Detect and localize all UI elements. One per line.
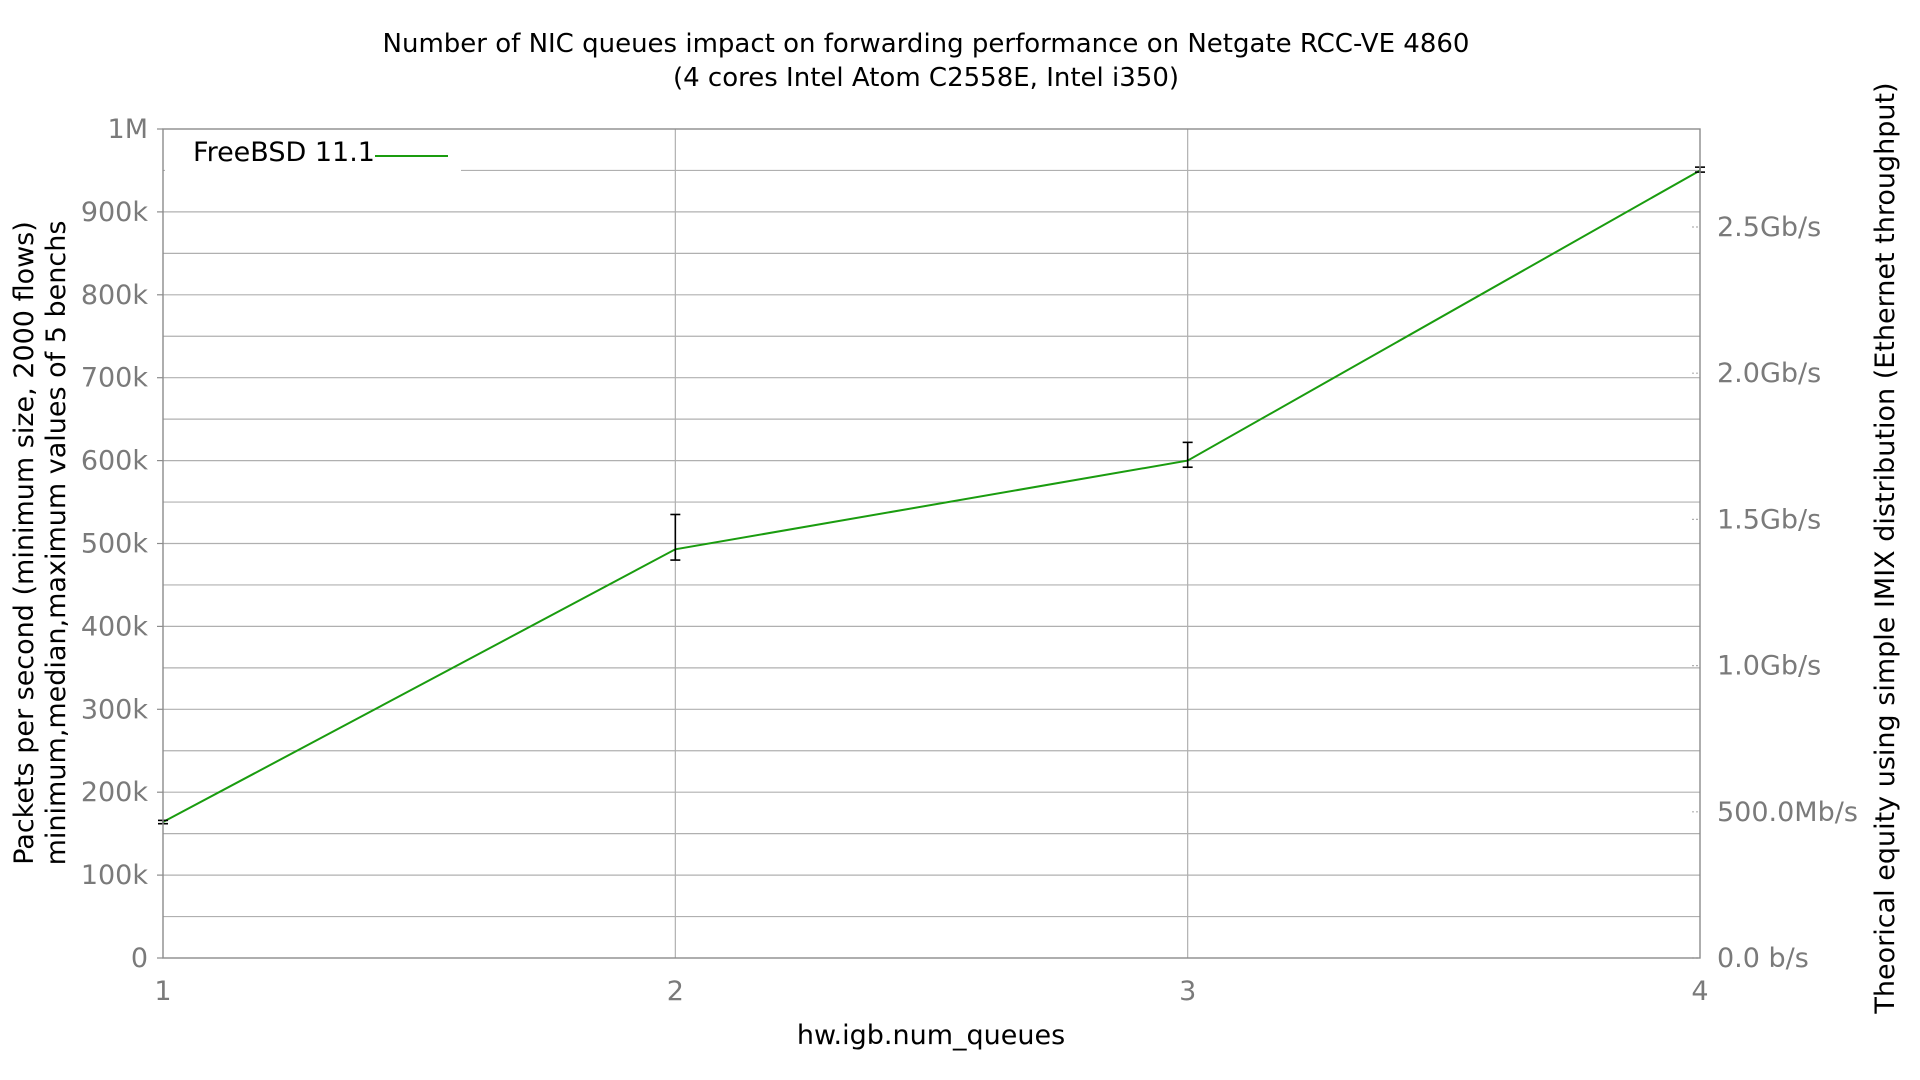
y-tick-label: 900k bbox=[81, 197, 149, 228]
y-tick-label: 700k bbox=[81, 363, 149, 394]
x-axis-label: hw.igb.num_queues bbox=[797, 1020, 1065, 1051]
y-axis-label-line1: Packets per second (minimum size, 2000 f… bbox=[9, 221, 40, 865]
y2-tick-label: 2.0Gb/s bbox=[1717, 358, 1821, 389]
y-tick-label: 1M bbox=[108, 114, 148, 145]
y-axis-label-line2: minimum,median,maximum values of 5 bench… bbox=[41, 221, 72, 866]
error-bar bbox=[670, 513, 681, 561]
chart-title: Number of NIC queues impact on forwardin… bbox=[383, 29, 1470, 59]
y-axis-ticks: 0 100k 200k 300k 400k 500k 600k 700k 800k 900k 1M bbox=[81, 114, 163, 974]
y2-tick-label: 1.5Gb/s bbox=[1717, 504, 1821, 535]
error-bar bbox=[1182, 441, 1193, 469]
grid-layer bbox=[163, 129, 1700, 958]
plot-border bbox=[162, 128, 1701, 959]
y2-tick-label: 0.0 b/s bbox=[1717, 943, 1809, 974]
series-layer bbox=[158, 166, 1705, 825]
y2-tick-label: 1.0Gb/s bbox=[1717, 651, 1821, 682]
x-tick-label: 3 bbox=[1179, 976, 1196, 1007]
y2-tick-label: 500.0Mb/s bbox=[1717, 797, 1858, 828]
y-tick-label: 0 bbox=[131, 943, 148, 974]
x-tick-label: 1 bbox=[154, 976, 171, 1007]
y-tick-label: 300k bbox=[81, 694, 149, 725]
y-tick-label: 400k bbox=[81, 611, 149, 642]
y-tick-label: 800k bbox=[81, 280, 149, 311]
y2-axis-label: Theorical equity using simple IMIX distr… bbox=[1870, 82, 1901, 1014]
y-tick-label: 200k bbox=[81, 777, 149, 808]
x-tick-label: 4 bbox=[1691, 976, 1708, 1007]
x-tick-label: 2 bbox=[667, 976, 684, 1007]
x-axis-ticks: 1 2 3 4 bbox=[154, 976, 1708, 1007]
y-tick-label: 100k bbox=[81, 860, 149, 891]
y2-axis-ticks: 0.0 b/s 500.0Mb/s 1.0Gb/s 1.5Gb/s 2.0Gb/s 2.5… bbox=[1692, 212, 1858, 974]
legend: FreeBSD 11.1 bbox=[165, 131, 461, 173]
y-tick-label: 600k bbox=[81, 446, 149, 477]
series-line bbox=[162, 169, 1701, 823]
legend-box bbox=[165, 131, 461, 173]
chart-subtitle: (4 cores Intel Atom C2558E, Intel i350) bbox=[673, 63, 1179, 93]
y-tick-label: 500k bbox=[81, 529, 149, 560]
y2-tick-label: 2.5Gb/s bbox=[1717, 212, 1821, 243]
legend-label: FreeBSD 11.1 bbox=[193, 137, 375, 168]
